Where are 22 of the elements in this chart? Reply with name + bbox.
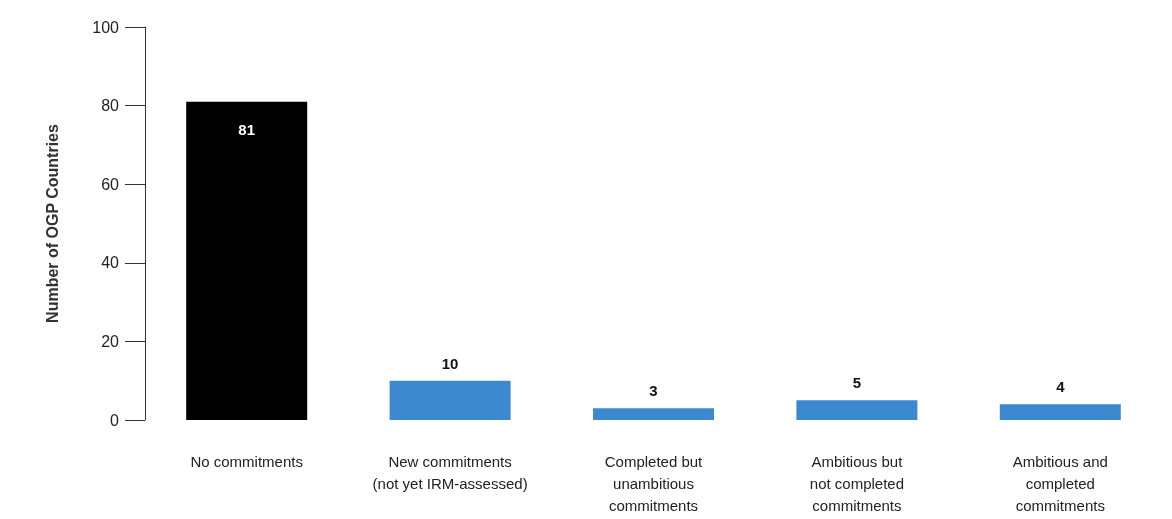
x-tick-label: No commitments xyxy=(190,452,303,470)
y-tick-label: 20 xyxy=(101,332,120,350)
y-tick-label: 100 xyxy=(92,18,120,36)
data-label: 3 xyxy=(649,382,658,400)
y-axis-title: Number of OGP Countries xyxy=(43,123,61,323)
y-tick-label: 40 xyxy=(101,254,120,272)
y-tick-label: 0 xyxy=(110,411,120,429)
bar xyxy=(186,101,308,420)
x-tick-label: Ambitious and completed commitments xyxy=(1012,452,1108,514)
data-label: 10 xyxy=(441,354,459,372)
x-tick-label: Ambitious but not completed commitments xyxy=(809,452,905,514)
bar xyxy=(796,400,918,420)
bar xyxy=(593,408,714,420)
x-tick-label: Completed but unambitious commitments xyxy=(604,452,704,514)
bar xyxy=(389,380,511,420)
y-tick-label: 80 xyxy=(101,97,120,115)
data-label: 5 xyxy=(852,374,862,392)
y-tick-label: 60 xyxy=(101,175,120,193)
bar xyxy=(999,404,1121,420)
data-label: 4 xyxy=(1056,378,1066,396)
data-label: 81 xyxy=(238,120,256,138)
x-tick-label: New commitments (not yet IRM-assessed) xyxy=(372,452,528,492)
